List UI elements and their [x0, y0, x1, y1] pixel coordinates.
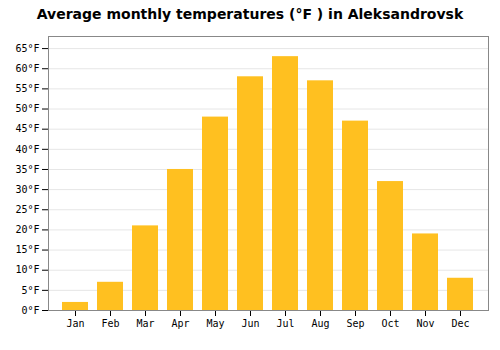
svg-text:25°F: 25°F: [15, 204, 39, 215]
svg-text:Aug: Aug: [311, 318, 329, 329]
svg-text:55°F: 55°F: [15, 83, 39, 94]
svg-text:60°F: 60°F: [15, 63, 39, 74]
svg-text:50°F: 50°F: [15, 103, 39, 114]
svg-text:5°F: 5°F: [21, 285, 39, 296]
svg-text:0°F: 0°F: [21, 305, 39, 316]
svg-text:Oct: Oct: [381, 318, 399, 329]
svg-text:45°F: 45°F: [15, 123, 39, 134]
svg-text:May: May: [206, 318, 224, 329]
html-text:Average monthly temperatures (: Average monthly temperatures (°F ) in Al…: [36, 6, 464, 22]
svg-text:65°F: 65°F: [15, 43, 39, 54]
svg-text:35°F: 35°F: [15, 164, 39, 175]
svg-text:Jun: Jun: [241, 318, 259, 329]
svg-text:Mar: Mar: [136, 318, 154, 329]
svg-text:Apr: Apr: [171, 318, 189, 329]
svg-text:Dec: Dec: [451, 318, 469, 329]
svg-text:Sep: Sep: [346, 318, 364, 329]
svg-text:40°F: 40°F: [15, 144, 39, 155]
svg-text:10°F: 10°F: [15, 264, 39, 275]
svg-text:30°F: 30°F: [15, 184, 39, 195]
svg-text:Nov: Nov: [416, 318, 434, 329]
svg-text:Feb: Feb: [101, 318, 119, 329]
svg-text:Jul: Jul: [276, 318, 294, 329]
svg-text:Jan: Jan: [66, 318, 84, 329]
svg-text:15°F: 15°F: [15, 244, 39, 255]
svg-text:20°F: 20°F: [15, 224, 39, 235]
